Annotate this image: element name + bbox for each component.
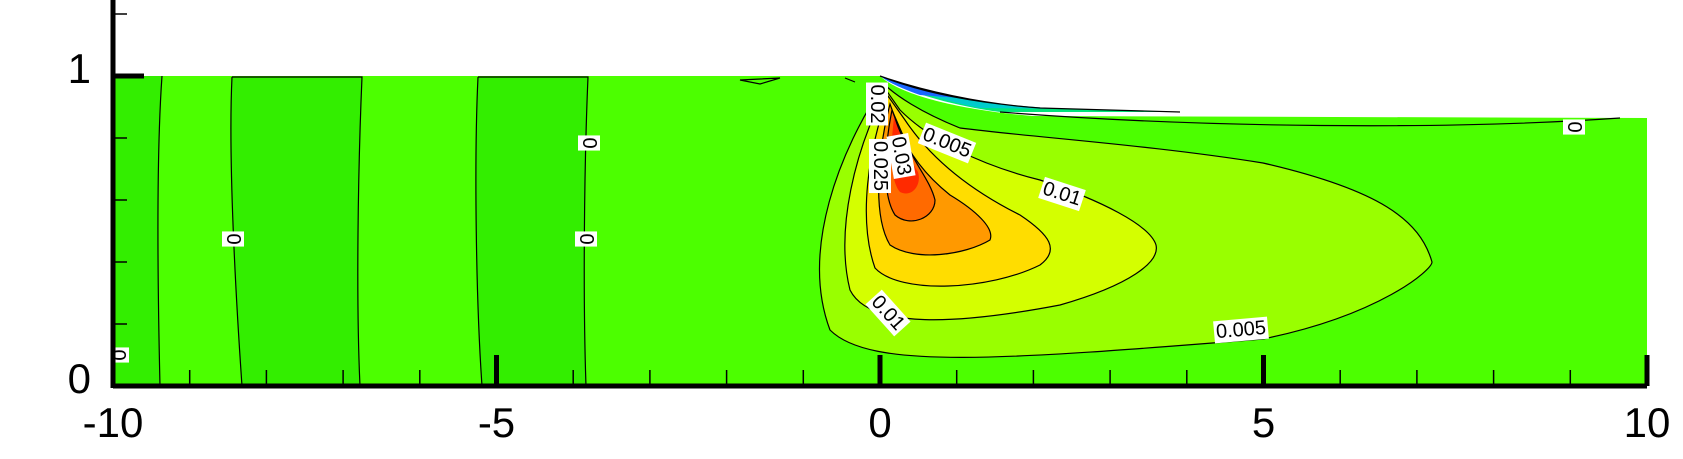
contour-label-text: 0: [107, 349, 129, 360]
contour-label-text: 0.02: [866, 85, 888, 124]
label-background: [1563, 119, 1585, 135]
contour-lines: [157, 75, 1621, 387]
contour-line: [879, 75, 1621, 127]
x-tick-label: -5: [478, 399, 515, 446]
label-background: [866, 82, 888, 126]
contour-line: [230, 76, 363, 387]
contour-label-text: 0: [575, 233, 597, 244]
contour-label: 0.02: [866, 82, 888, 126]
contour-line: [844, 88, 1157, 321]
contour-label: 0: [107, 347, 129, 363]
label-background: [886, 132, 916, 180]
region: [475, 77, 588, 386]
region: [230, 77, 362, 386]
label-background: [869, 138, 891, 194]
contour-line: [739, 77, 856, 85]
contour-label: 0: [575, 231, 597, 247]
label-background: [578, 135, 600, 151]
axes: -10 -5 0 5 10 0 1: [68, 0, 1671, 446]
contour-label: 0.005: [1213, 316, 1269, 344]
contour-label-text: 0: [578, 137, 600, 148]
label-background: [1213, 316, 1269, 344]
x-tick-label: 5: [1252, 399, 1275, 446]
y-tick-label: 0: [68, 355, 91, 402]
contour-label: 0.03: [886, 132, 916, 180]
contour-line: [818, 83, 1433, 358]
contour-label-text: 0.025: [869, 141, 891, 191]
label-background: [575, 231, 597, 247]
region: [880, 76, 1060, 109]
label-background: [222, 231, 244, 247]
y-tick-label: 1: [68, 45, 91, 92]
contour-line: [475, 76, 589, 387]
contour-label-text: 0: [222, 233, 244, 244]
contour-label-text: 0: [1563, 121, 1585, 132]
label-background: [865, 289, 911, 337]
region: [880, 76, 1180, 112]
contour-line: [878, 101, 992, 256]
x-tick-label: 0: [868, 399, 891, 446]
region: [880, 76, 960, 98]
contour-line: [865, 94, 1051, 287]
contour-line: [157, 75, 163, 387]
contour-label: 0: [1563, 119, 1585, 135]
contour-label-text: 0.005: [1215, 317, 1267, 343]
label-background: [917, 122, 977, 164]
contour-label: 0: [578, 135, 600, 151]
x-tick-label: 10: [1624, 399, 1671, 446]
region: [113, 76, 162, 386]
contour-label: 0.025: [869, 138, 891, 194]
label-background: [1038, 176, 1086, 212]
x-tick-label: -10: [83, 399, 144, 446]
contour-label: 0: [222, 231, 244, 247]
